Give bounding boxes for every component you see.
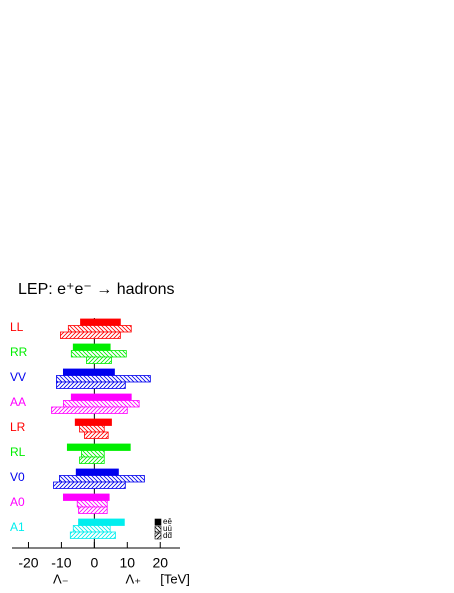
category-label: RL bbox=[10, 445, 26, 459]
range-bar bbox=[53, 481, 126, 489]
range-bar bbox=[69, 531, 116, 539]
range-bar bbox=[56, 381, 126, 389]
range-bar bbox=[59, 475, 145, 483]
chart-title: LEP: e⁺e⁻ → hadrons bbox=[18, 281, 175, 298]
range-bar bbox=[70, 393, 132, 401]
x-tick-label: -10 bbox=[51, 555, 71, 571]
category-label: LR bbox=[10, 420, 26, 434]
category-label: RR bbox=[10, 345, 28, 359]
range-bar bbox=[62, 368, 115, 376]
x-axis-label: Λ₊ bbox=[126, 571, 142, 586]
legend-swatch bbox=[154, 532, 162, 540]
legend-label: uū bbox=[163, 524, 172, 533]
range-bar bbox=[67, 325, 132, 333]
legend-swatch bbox=[154, 525, 162, 533]
range-bar bbox=[56, 375, 151, 383]
range-bar bbox=[76, 500, 108, 508]
x-axis-label: Λ₋ bbox=[53, 571, 69, 586]
range-bar bbox=[62, 400, 140, 408]
range-bar bbox=[51, 406, 128, 414]
range-bar bbox=[78, 518, 125, 526]
legend-label: dd̄ bbox=[163, 531, 172, 540]
range-bar bbox=[81, 450, 105, 458]
x-tick-label: 20 bbox=[152, 555, 168, 571]
category-label: A0 bbox=[10, 495, 25, 509]
range-bar bbox=[84, 431, 109, 439]
range-bar bbox=[86, 356, 112, 364]
category-label: V0 bbox=[10, 470, 25, 484]
category-label: LL bbox=[10, 320, 24, 334]
range-bar bbox=[70, 350, 127, 358]
legend-swatch bbox=[154, 518, 162, 526]
range-bar bbox=[78, 506, 108, 514]
category-label: A1 bbox=[10, 520, 25, 534]
x-tick-label: -20 bbox=[18, 555, 38, 571]
range-bar bbox=[80, 318, 121, 326]
x-axis-label: [TeV] bbox=[160, 571, 190, 586]
range-bar bbox=[72, 343, 111, 351]
range-bar bbox=[79, 425, 105, 433]
range-bar bbox=[66, 443, 131, 451]
legend-label: eē bbox=[163, 517, 172, 526]
x-tick-label: 10 bbox=[120, 555, 136, 571]
category-label: VV bbox=[10, 370, 26, 384]
range-bar bbox=[79, 456, 105, 464]
range-bar bbox=[75, 468, 119, 476]
range-bar bbox=[74, 418, 112, 426]
range-bar bbox=[60, 331, 121, 339]
x-tick-label: 0 bbox=[90, 555, 98, 571]
category-label: AA bbox=[10, 395, 26, 409]
range-bar bbox=[62, 493, 110, 501]
range-bar bbox=[72, 525, 111, 533]
